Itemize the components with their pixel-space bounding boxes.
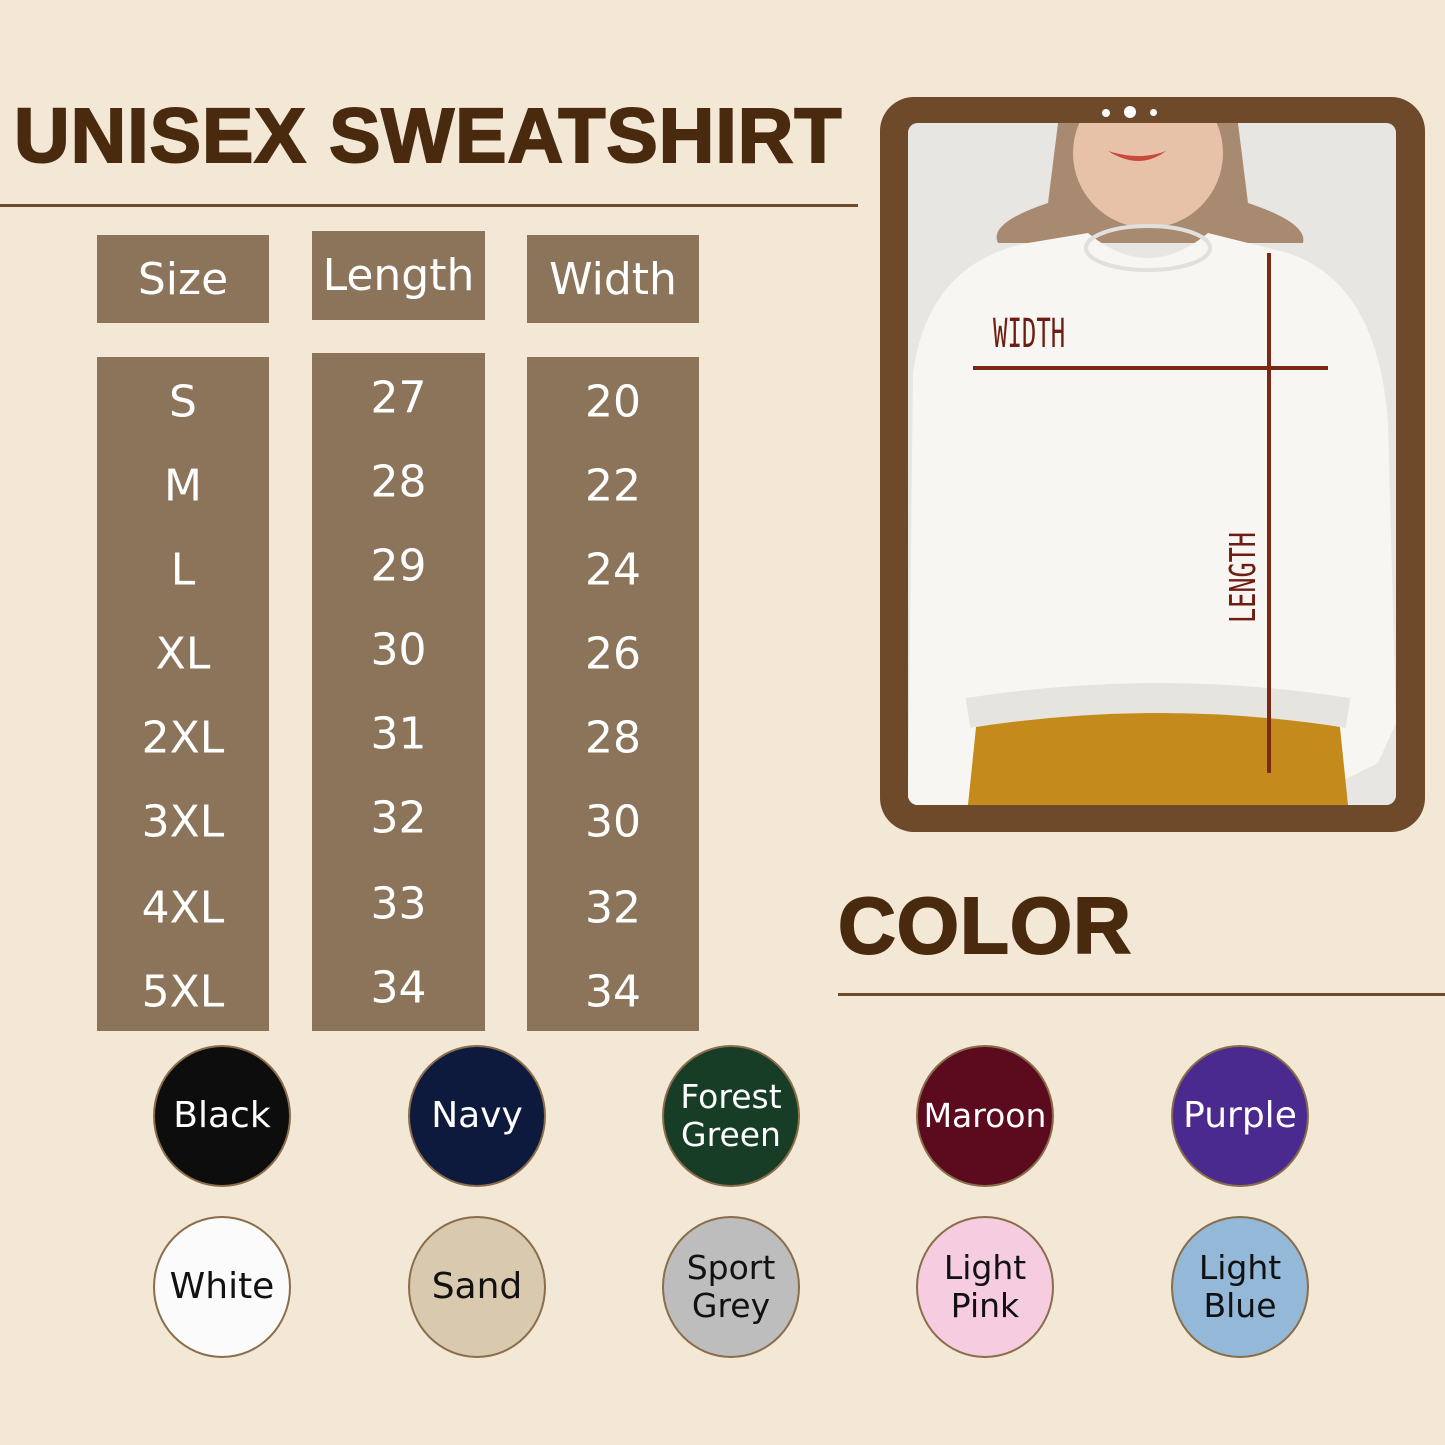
color-label: Navy xyxy=(431,1095,523,1136)
width-cell: 34 xyxy=(585,966,641,1018)
size-column: S M L XL 2XL 3XL 4XL 5XL xyxy=(97,357,269,1031)
length-cell: 33 xyxy=(370,878,427,930)
color-label: Purple xyxy=(1183,1095,1297,1136)
color-label: Black xyxy=(173,1095,271,1136)
color-label: Blue xyxy=(1203,1286,1277,1325)
color-label: Light xyxy=(1198,1248,1282,1287)
color-swatch-black: Black xyxy=(153,1045,291,1187)
color-label: Pink xyxy=(950,1286,1020,1325)
color-swatch-light-pink: Light Pink xyxy=(916,1216,1054,1358)
color-swatch-light-blue: Light Blue xyxy=(1171,1216,1309,1358)
color-swatch-navy: Navy xyxy=(408,1045,546,1187)
color-swatch-purple: Purple xyxy=(1171,1045,1309,1187)
length-cell: 30 xyxy=(370,624,427,676)
color-label: Sand xyxy=(431,1266,523,1307)
color-swatch-forest-green: Forest Green xyxy=(662,1045,800,1187)
color-divider xyxy=(838,993,1445,996)
color-swatch-white: White xyxy=(153,1216,291,1358)
size-cell: 3XL xyxy=(141,796,225,848)
size-cell: 2XL xyxy=(141,712,225,764)
size-cell: XL xyxy=(155,628,211,680)
length-cell: 28 xyxy=(370,456,427,508)
size-cell: 5XL xyxy=(141,966,225,1018)
color-label: Light xyxy=(943,1248,1027,1287)
length-label: LENGTH xyxy=(1223,531,1264,623)
width-cell: 24 xyxy=(585,544,641,596)
size-header: Size xyxy=(97,235,269,323)
size-cell: 4XL xyxy=(141,882,225,934)
color-label: Forest xyxy=(680,1077,782,1116)
width-cell: 22 xyxy=(585,460,641,512)
title-divider xyxy=(0,204,858,207)
color-swatch-sport-grey: Sport Grey xyxy=(662,1216,800,1358)
length-column: 27 28 29 30 31 32 33 34 xyxy=(312,353,485,1031)
width-cell: 26 xyxy=(585,628,641,680)
sweatshirt-illustration xyxy=(908,123,1396,805)
size-cell: S xyxy=(169,376,197,428)
frame-dot-icon xyxy=(1150,109,1157,116)
page-title: UNISEX SWEATSHIRT xyxy=(13,92,843,180)
model-photo: WIDTH LENGTH xyxy=(908,123,1396,805)
frame-dot-icon xyxy=(1102,109,1110,117)
length-header: Length xyxy=(312,231,485,320)
length-cell: 31 xyxy=(370,708,427,760)
color-label: Sport xyxy=(686,1248,776,1287)
color-label: Green xyxy=(681,1115,781,1154)
length-cell: 32 xyxy=(370,792,427,844)
width-cell: 30 xyxy=(585,796,641,848)
length-cell: 34 xyxy=(370,962,427,1014)
color-label: Grey xyxy=(691,1286,771,1325)
width-cell: 32 xyxy=(585,882,641,934)
color-label: Maroon xyxy=(923,1096,1047,1135)
frame-dot-icon xyxy=(1124,106,1136,118)
width-label: WIDTH xyxy=(993,311,1066,357)
color-swatch-sand: Sand xyxy=(408,1216,546,1358)
size-cell: M xyxy=(164,460,202,512)
width-cell: 28 xyxy=(585,712,641,764)
length-cell: 27 xyxy=(370,372,427,424)
color-swatch-maroon: Maroon xyxy=(916,1045,1054,1187)
width-header: Width xyxy=(527,235,699,323)
width-cell: 20 xyxy=(585,376,641,428)
color-label: White xyxy=(169,1266,275,1307)
length-cell: 29 xyxy=(370,540,427,592)
color-title: COLOR xyxy=(837,880,1132,971)
width-column: 20 22 24 26 28 30 32 34 xyxy=(527,357,699,1031)
size-cell: L xyxy=(170,544,196,596)
